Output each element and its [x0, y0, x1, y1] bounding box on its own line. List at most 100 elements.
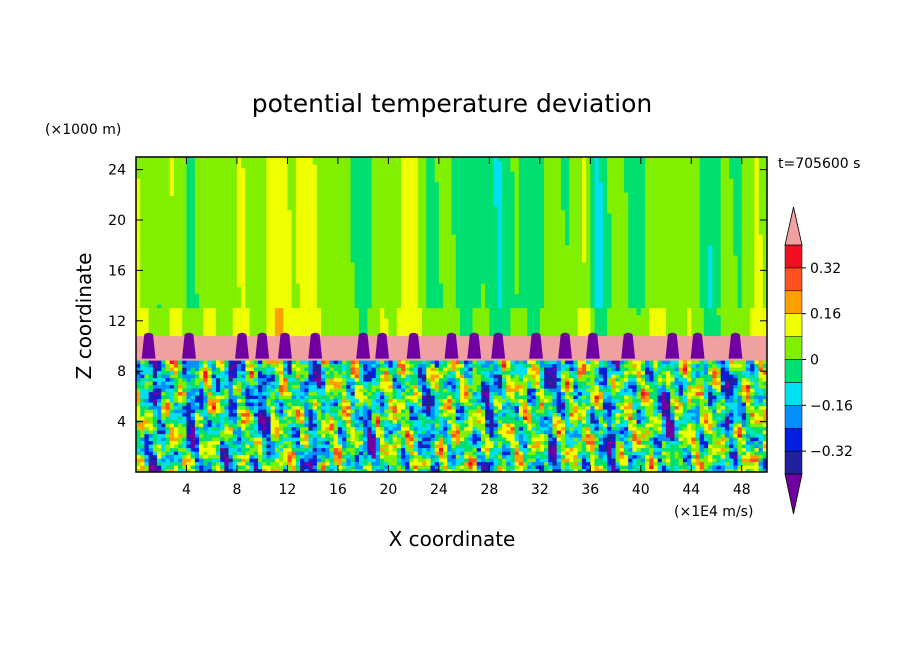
- field-cell: [443, 440, 448, 445]
- field-cell: [666, 388, 671, 393]
- field-cell: [569, 360, 575, 365]
- field-cell: [476, 388, 482, 393]
- field-cell: [569, 423, 575, 428]
- field-cell: [333, 367, 339, 372]
- field-cell: [569, 440, 575, 445]
- field-cell: [279, 384, 284, 389]
- field-cell: [695, 423, 701, 428]
- field-cell: [161, 353, 167, 358]
- field-cell: [741, 395, 747, 400]
- field-cell: [220, 468, 225, 472]
- field-cell: [375, 377, 381, 382]
- field-cell: [497, 377, 503, 382]
- field-cell: [182, 419, 188, 424]
- field-cell: [346, 405, 352, 410]
- field-cell: [182, 416, 188, 421]
- field-cell: [279, 426, 284, 431]
- field-cell: [733, 458, 739, 463]
- field-cell: [565, 433, 570, 438]
- field-cell: [653, 388, 659, 393]
- field-cell: [392, 468, 398, 472]
- field-cell: [720, 363, 726, 368]
- field-cell: [190, 388, 196, 393]
- field-cell: [653, 381, 659, 386]
- field-cell: [716, 451, 722, 456]
- field-cell: [586, 416, 591, 421]
- field-cell: [510, 458, 516, 463]
- field-cell: [375, 402, 381, 407]
- field-cell: [737, 395, 743, 400]
- field-cell: [501, 426, 507, 431]
- field-cell: [741, 440, 747, 445]
- field-cell: [438, 363, 444, 368]
- field-cell: [194, 447, 200, 452]
- field-cell: [544, 409, 549, 414]
- field-cell: [607, 444, 612, 449]
- field-cell: [489, 367, 495, 372]
- field-cell: [245, 412, 251, 417]
- field-cell: [203, 423, 209, 428]
- field-cell: [165, 426, 171, 431]
- field-cell: [724, 426, 730, 431]
- field-cell: [220, 363, 225, 368]
- field-cell: [367, 412, 373, 417]
- field-cell: [236, 430, 242, 435]
- field-cell: [144, 461, 150, 466]
- field-cell: [236, 374, 242, 379]
- field-cell: [724, 423, 730, 428]
- field-cell: [497, 409, 503, 414]
- field-cell: [645, 465, 650, 470]
- field-cell: [157, 409, 162, 414]
- field-cell: [346, 412, 352, 417]
- field-cell: [535, 423, 541, 428]
- field-cell: [607, 458, 612, 463]
- field-cell: [661, 384, 667, 389]
- field-cell: [245, 458, 251, 463]
- field-cell: [544, 370, 549, 375]
- field-cell: [157, 356, 162, 361]
- field-cell: [329, 433, 335, 438]
- field-cell: [253, 444, 259, 449]
- field-cell: [199, 423, 204, 428]
- field-cell: [253, 426, 259, 431]
- field-cell: [262, 426, 268, 431]
- field-cell: [758, 405, 764, 410]
- field-cell: [455, 402, 461, 407]
- field-cell: [173, 440, 179, 445]
- field-cell: [186, 451, 192, 456]
- field-cell: [720, 430, 726, 435]
- field-cell: [745, 384, 751, 389]
- field-cell: [729, 412, 734, 417]
- field-cell: [573, 451, 579, 456]
- field-cell: [636, 454, 642, 459]
- field-cell: [148, 398, 154, 403]
- field-cell: [173, 461, 179, 466]
- field-cell: [712, 402, 718, 407]
- field-cell: [169, 433, 175, 438]
- field-cell: [535, 454, 541, 459]
- field-cell: [577, 461, 583, 466]
- field-cell: [535, 440, 541, 445]
- field-cell: [291, 416, 297, 421]
- field-cell: [472, 381, 478, 386]
- field-cell: [670, 416, 676, 421]
- field-cell: [274, 447, 280, 452]
- field-cell: [598, 398, 604, 403]
- field-cell: [670, 412, 676, 417]
- field-cell: [215, 437, 221, 442]
- field-cell: [257, 468, 263, 472]
- field-cell: [405, 451, 411, 456]
- field-cell: [619, 426, 625, 431]
- field-cell: [762, 416, 767, 421]
- field-cell: [703, 444, 709, 449]
- field-cell: [215, 402, 221, 407]
- field-cell: [426, 356, 432, 361]
- field-cell: [527, 409, 533, 414]
- field-cell: [455, 367, 461, 372]
- field-cell: [350, 381, 356, 386]
- field-cell: [649, 426, 655, 431]
- field-cell: [190, 384, 196, 389]
- field-cell: [279, 381, 284, 386]
- field-cell: [157, 360, 162, 365]
- field-cell: [649, 402, 655, 407]
